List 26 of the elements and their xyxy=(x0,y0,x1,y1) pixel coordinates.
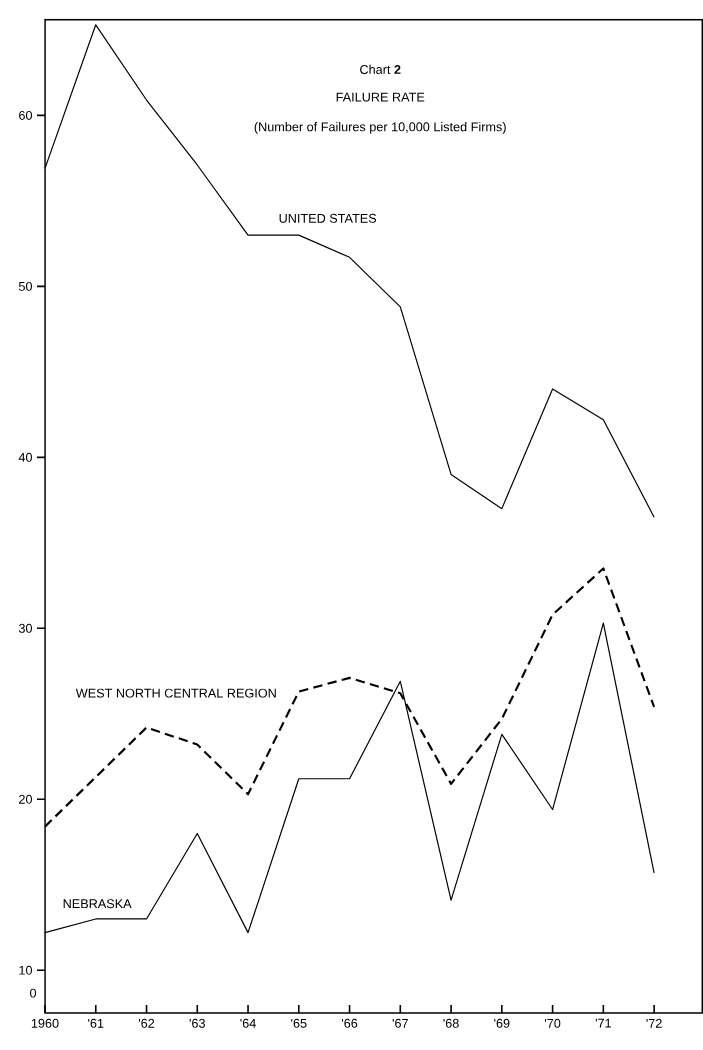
x-tick-label: '72 xyxy=(646,1018,662,1028)
x-tick-label: '69 xyxy=(494,1018,510,1028)
series-label: UNITED STATES xyxy=(279,213,377,223)
x-tick-label: '67 xyxy=(392,1018,408,1028)
x-tick-label: '63 xyxy=(189,1018,205,1028)
y-tick-label: 50 xyxy=(18,281,33,291)
y-tick-label: 10 xyxy=(19,965,33,975)
x-tick-label: '66 xyxy=(341,1018,358,1028)
x-tick-label: 1960 xyxy=(31,1018,59,1028)
annotation: (Number of Failures per 10,000 Listed Firms) xyxy=(254,122,506,134)
x-tick-label: '71 xyxy=(595,1018,611,1028)
series-label: NEBRASKA xyxy=(63,899,132,909)
x-tick-label: '61 xyxy=(88,1018,104,1028)
series-label: WEST NORTH CENTRAL REGION xyxy=(75,688,276,698)
y-tick-label: 40 xyxy=(18,452,33,462)
y-tick-label: 30 xyxy=(18,623,33,633)
x-tick-label: '62 xyxy=(138,1018,155,1028)
x-tick-label: '65 xyxy=(291,1018,307,1028)
text: 0 xyxy=(30,988,37,998)
text: Chart 2 xyxy=(360,64,401,74)
y-tick-label: 20 xyxy=(19,794,33,804)
y-tick-label: 60 xyxy=(19,110,33,120)
text: FAILURE RATE xyxy=(336,92,425,102)
x-tick-label: '70 xyxy=(544,1018,561,1028)
x-tick-label: '64 xyxy=(240,1018,256,1028)
x-tick-label: '68 xyxy=(443,1018,459,1028)
